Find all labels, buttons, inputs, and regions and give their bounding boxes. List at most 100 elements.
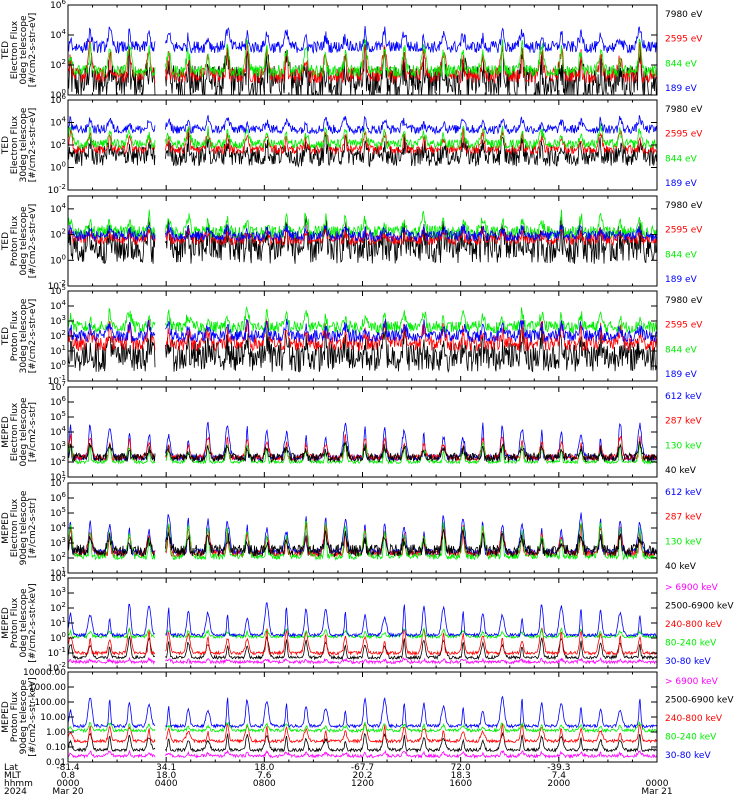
legend-entry: 189 eV: [665, 275, 698, 285]
y-axis-label: [#/cm2-s-str]: [28, 498, 38, 558]
series-trace-3: [67, 122, 658, 150]
x-axis-value: 18.0: [156, 771, 176, 781]
y-tick-label: 100: [50, 359, 66, 372]
legend-entry: 612 keV: [665, 488, 702, 498]
y-axis-label: [#/cm2-s-str-keV]: [28, 677, 38, 756]
panel-7: > 6900 keV 2500-6900 keV 240-800 keV 80-240…: [1, 571, 734, 674]
series-trace-1: [67, 656, 658, 665]
y-axis-label: Electron Flux: [10, 498, 20, 557]
y-tick-label: 106: [50, 93, 66, 106]
y-tick-label: 103: [50, 536, 66, 549]
x-axis-value: 7.4: [552, 771, 567, 781]
y-tick-label: 10-1: [48, 646, 66, 659]
series-trace-4: [67, 721, 658, 734]
panel-1: 7980 eV 2595 eV 844 eV 189 eV 100 102 104 106 TE…: [1, 0, 703, 101]
series-trace-2: [67, 635, 658, 661]
y-axis-label: 30deg telescope: [19, 298, 29, 373]
legend-entry: 189 eV: [665, 370, 698, 380]
panel-5: 612 keV 287 keV 130 keV 40 keV 101 102 103 104 1…: [1, 380, 702, 483]
y-tick-label: 105: [50, 410, 66, 423]
x-axis-value: Mar 21: [641, 787, 672, 797]
y-tick-label: 102: [50, 58, 66, 71]
legend-entry: 287 keV: [665, 417, 702, 427]
y-tick-label: 104: [50, 116, 66, 129]
y-tick-label: 100: [50, 161, 66, 174]
y-axis-label: Electron Flux: [10, 402, 20, 461]
y-axis-label: MEPED: [1, 416, 11, 448]
series-trace-4: [68, 223, 658, 242]
series-trace-5: [67, 695, 658, 729]
y-axis-label: 0deg telescope: [19, 397, 29, 467]
legend-entry: 2595 eV: [665, 35, 703, 45]
legend-entry: 189 eV: [665, 84, 698, 94]
legend-entry: 240-800 keV: [665, 620, 723, 630]
x-axis-row-label: MLT: [4, 771, 22, 781]
series-trace-1: [67, 325, 658, 374]
legend-entry: 130 keV: [665, 441, 702, 451]
legend-entry: 80-240 keV: [665, 733, 717, 743]
x-axis-row-label: hhmm: [4, 779, 33, 789]
legend-entry: 7980 eV: [665, 201, 703, 211]
y-axis-label: [#/cm2-s-str-eV]: [28, 299, 38, 374]
series-trace-4: [67, 115, 658, 136]
y-tick-label: 103: [50, 586, 66, 599]
y-axis-label: 30deg telescope: [19, 107, 29, 182]
panel-3: 7980 eV 2595 eV 844 eV 189 eV 10-2 100 102 104 T…: [1, 195, 703, 292]
legend-entry: 40 keV: [665, 562, 697, 572]
y-tick-label: 100.00: [35, 698, 67, 708]
panel-frame: [67, 386, 658, 478]
panel-6: 612 keV 287 keV 130 keV 40 keV 101 102 103 104 1…: [1, 476, 702, 579]
x-axis-value: 2000: [547, 779, 570, 789]
y-tick-label: 101: [50, 616, 66, 629]
y-tick-label: 107: [50, 476, 66, 489]
legend-entry: 40 keV: [665, 466, 697, 476]
y-tick-label: 102: [50, 455, 66, 468]
x-axis-value: -67.7: [351, 763, 374, 773]
y-tick-label: 104: [50, 202, 66, 215]
x-axis-value: 7.6: [257, 771, 272, 781]
y-tick-label: 104: [50, 299, 66, 312]
x-axis-value: 0400: [155, 779, 178, 789]
y-axis-label: 90deg telescope: [19, 490, 29, 565]
x-axis-value: 20.2: [352, 771, 372, 781]
panel-frame: [67, 482, 658, 574]
series-trace-3: [67, 441, 658, 466]
series-trace-4: [67, 318, 658, 344]
x-axis-value: 72.0: [451, 763, 471, 773]
y-tick-label: 10.00: [40, 713, 66, 723]
y-axis-label: Electron Flux: [10, 115, 20, 174]
series-trace-3: [67, 306, 658, 335]
series-trace-3: [67, 38, 658, 78]
legend-entry: > 6900 keV: [665, 677, 719, 687]
y-tick-label: 100: [50, 631, 66, 644]
y-tick-label: 106: [50, 491, 66, 504]
legend-entry: 844 eV: [665, 59, 698, 69]
series-trace-3: [67, 520, 658, 561]
legend-entry: 7980 eV: [665, 10, 703, 20]
y-tick-label: 10-1: [48, 374, 66, 387]
y-tick-label: 107: [50, 380, 66, 393]
y-tick-label: 10-2: [48, 183, 66, 196]
y-axis-label: MEPED: [1, 607, 11, 639]
x-axis-value: 1200: [351, 779, 374, 789]
legend-entry: 844 eV: [665, 345, 698, 355]
y-tick-label: 0.10: [46, 743, 66, 753]
y-tick-label: 10000.00: [23, 668, 66, 678]
y-axis-label: [#/cm2-s-str]: [28, 402, 38, 462]
x-axis-value: 18.0: [254, 763, 274, 773]
x-axis-value: 0.8: [61, 771, 76, 781]
y-axis-label: Proton Flux: [10, 215, 20, 266]
legend-entry: 2500-6900 keV: [665, 696, 734, 706]
x-axis-value: -81.4: [56, 763, 80, 773]
y-axis-label: 90deg telescope: [19, 679, 29, 754]
series-trace-4: [67, 528, 658, 558]
y-tick-label: 101: [50, 344, 66, 357]
y-tick-label: 106: [50, 0, 66, 11]
y-axis-label: 0deg telescope: [19, 15, 29, 85]
x-axis-value: 1600: [449, 779, 472, 789]
y-tick-label: 104: [50, 521, 66, 534]
y-axis-label: TED: [1, 232, 11, 251]
y-tick-label: 103: [50, 314, 66, 327]
y-tick-label: 10-2: [48, 279, 66, 292]
